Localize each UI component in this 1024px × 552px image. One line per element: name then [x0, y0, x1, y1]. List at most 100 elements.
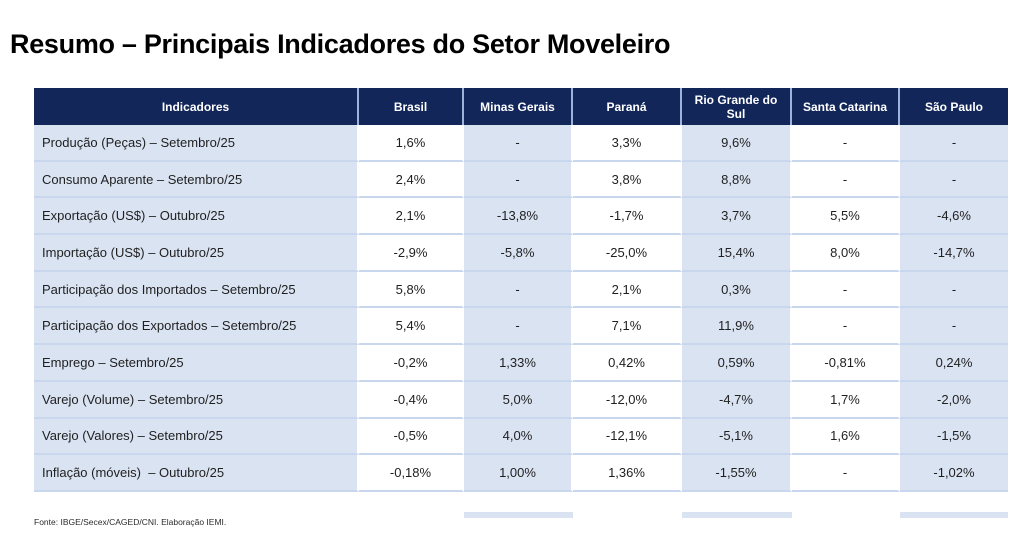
column-header: Indicadores: [34, 88, 359, 125]
table-row: Varejo (Valores) – Setembro/25 -0,5% 4,0% -…: [34, 418, 1008, 456]
value-cell: -0,2%: [359, 345, 464, 382]
value-cell: -: [900, 161, 1008, 199]
value-cell: -: [792, 125, 900, 162]
indicator-label: Varejo (Valores) – Setembro/25: [34, 418, 359, 456]
value-cell: -1,5%: [900, 418, 1008, 456]
value-cell: -0,81%: [792, 345, 900, 382]
value-cell: -: [900, 271, 1008, 309]
table-row: Emprego – Setembro/25 -0,2% 1,33% 0,42% 0,59…: [34, 345, 1008, 382]
value-cell: 1,36%: [573, 455, 682, 492]
column-header: Santa Catarina: [792, 88, 900, 125]
value-cell: 3,3%: [573, 125, 682, 162]
value-cell: 9,6%: [682, 125, 792, 162]
source-note: Fonte: IBGE/Secex/CAGED/CNI. Elaboração …: [34, 517, 227, 527]
accent-segment: [573, 512, 682, 518]
indicator-label: Importação (US$) – Outubro/25: [34, 235, 359, 272]
accent-segment: [900, 512, 1008, 518]
table-row: Exportação (US$) – Outubro/25 2,1% -13,8% -…: [34, 198, 1008, 236]
column-header: Rio Grande do Sul: [682, 88, 792, 125]
value-cell: -: [464, 308, 573, 346]
table-row: Produção (Peças) – Setembro/25 1,6% -3,3% 9…: [34, 125, 1008, 162]
value-cell: -: [792, 455, 900, 492]
page-title-prefix: Resumo –: [10, 29, 144, 60]
value-cell: -14,7%: [900, 235, 1008, 272]
indicators-table: Indicadores Brasil Minas Gerais Paraná Rio G…: [34, 88, 1008, 492]
value-cell: -4,6%: [900, 198, 1008, 236]
table-row: Importação (US$) – Outubro/25 -2,9% -5,8% -…: [34, 235, 1008, 272]
column-header: Brasil: [359, 88, 464, 125]
table-row: Inflação (móveis) – Outubro/25 -0,18% 1,00…: [34, 455, 1008, 492]
value-cell: -: [792, 161, 900, 199]
value-cell: -: [792, 308, 900, 346]
value-cell: -0,18%: [359, 455, 464, 492]
table-header: Indicadores Brasil Minas Gerais Paraná Rio G…: [34, 88, 1008, 125]
value-cell: -1,55%: [682, 455, 792, 492]
value-cell: -2,0%: [900, 381, 1008, 419]
table-body: Produção (Peças) – Setembro/25 1,6% -3,3% 9…: [34, 125, 1008, 492]
value-cell: 4,0%: [464, 418, 573, 456]
table-bottom-accent-strip: [464, 512, 1008, 518]
value-cell: 8,8%: [682, 161, 792, 199]
table-row: Consumo Aparente – Setembro/25 2,4% -3,8% 8…: [34, 161, 1008, 199]
indicator-label: Consumo Aparente – Setembro/25: [34, 161, 359, 199]
indicator-label: Participação dos Importados – Setembro/2…: [34, 271, 359, 309]
value-cell: 0,24%: [900, 345, 1008, 382]
indicator-label: Produção (Peças) – Setembro/25: [34, 125, 359, 162]
page-title-emphasis: Principais Indicadores do Setor Moveleir…: [143, 29, 671, 60]
value-cell: 1,33%: [464, 345, 573, 382]
value-cell: -4,7%: [682, 381, 792, 419]
table-row: Participação dos Exportados – Setembro/2…: [34, 308, 1008, 346]
value-cell: -: [464, 125, 573, 162]
value-cell: -25,0%: [573, 235, 682, 272]
indicator-label: Emprego – Setembro/25: [34, 345, 359, 382]
indicator-label: Inflação (móveis) – Outubro/25: [34, 455, 359, 492]
value-cell: -1,7%: [573, 198, 682, 236]
value-cell: -0,4%: [359, 381, 464, 419]
value-cell: 5,8%: [359, 271, 464, 309]
value-cell: 5,4%: [359, 308, 464, 346]
accent-segment: [464, 512, 573, 518]
value-cell: 15,4%: [682, 235, 792, 272]
column-header: Minas Gerais: [464, 88, 573, 125]
value-cell: 2,1%: [359, 198, 464, 236]
value-cell: 7,1%: [573, 308, 682, 346]
accent-segment: [682, 512, 792, 518]
value-cell: -: [464, 271, 573, 309]
value-cell: -5,1%: [682, 418, 792, 456]
value-cell: -13,8%: [464, 198, 573, 236]
value-cell: -0,5%: [359, 418, 464, 456]
value-cell: 2,1%: [573, 271, 682, 309]
indicator-label: Exportação (US$) – Outubro/25: [34, 198, 359, 236]
value-cell: -: [900, 308, 1008, 346]
value-cell: 5,5%: [792, 198, 900, 236]
header-row: Indicadores Brasil Minas Gerais Paraná Rio G…: [34, 88, 1008, 125]
value-cell: -12,0%: [573, 381, 682, 419]
column-header: Paraná: [573, 88, 682, 125]
indicator-label: Participação dos Exportados – Setembro/2…: [34, 308, 359, 346]
table-row: Varejo (Volume) – Setembro/25 -0,4% 5,0% -1…: [34, 381, 1008, 419]
value-cell: 3,8%: [573, 161, 682, 199]
value-cell: 11,9%: [682, 308, 792, 346]
column-header: São Paulo: [900, 88, 1008, 125]
indicator-label: Varejo (Volume) – Setembro/25: [34, 381, 359, 419]
value-cell: -2,9%: [359, 235, 464, 272]
value-cell: 1,6%: [792, 418, 900, 456]
value-cell: 0,42%: [573, 345, 682, 382]
value-cell: 5,0%: [464, 381, 573, 419]
value-cell: 0,3%: [682, 271, 792, 309]
value-cell: -: [792, 271, 900, 309]
value-cell: 1,00%: [464, 455, 573, 492]
page-title: Resumo – Principais Indicadores do Setor…: [10, 29, 670, 60]
accent-segment: [792, 512, 900, 518]
value-cell: -5,8%: [464, 235, 573, 272]
value-cell: -: [900, 125, 1008, 162]
value-cell: 2,4%: [359, 161, 464, 199]
value-cell: 1,6%: [359, 125, 464, 162]
value-cell: 0,59%: [682, 345, 792, 382]
value-cell: -: [464, 161, 573, 199]
table-row: Participação dos Importados – Setembro/2…: [34, 271, 1008, 309]
value-cell: 3,7%: [682, 198, 792, 236]
value-cell: -1,02%: [900, 455, 1008, 492]
indicators-table-container: Indicadores Brasil Minas Gerais Paraná Rio G…: [34, 88, 1008, 492]
value-cell: 8,0%: [792, 235, 900, 272]
